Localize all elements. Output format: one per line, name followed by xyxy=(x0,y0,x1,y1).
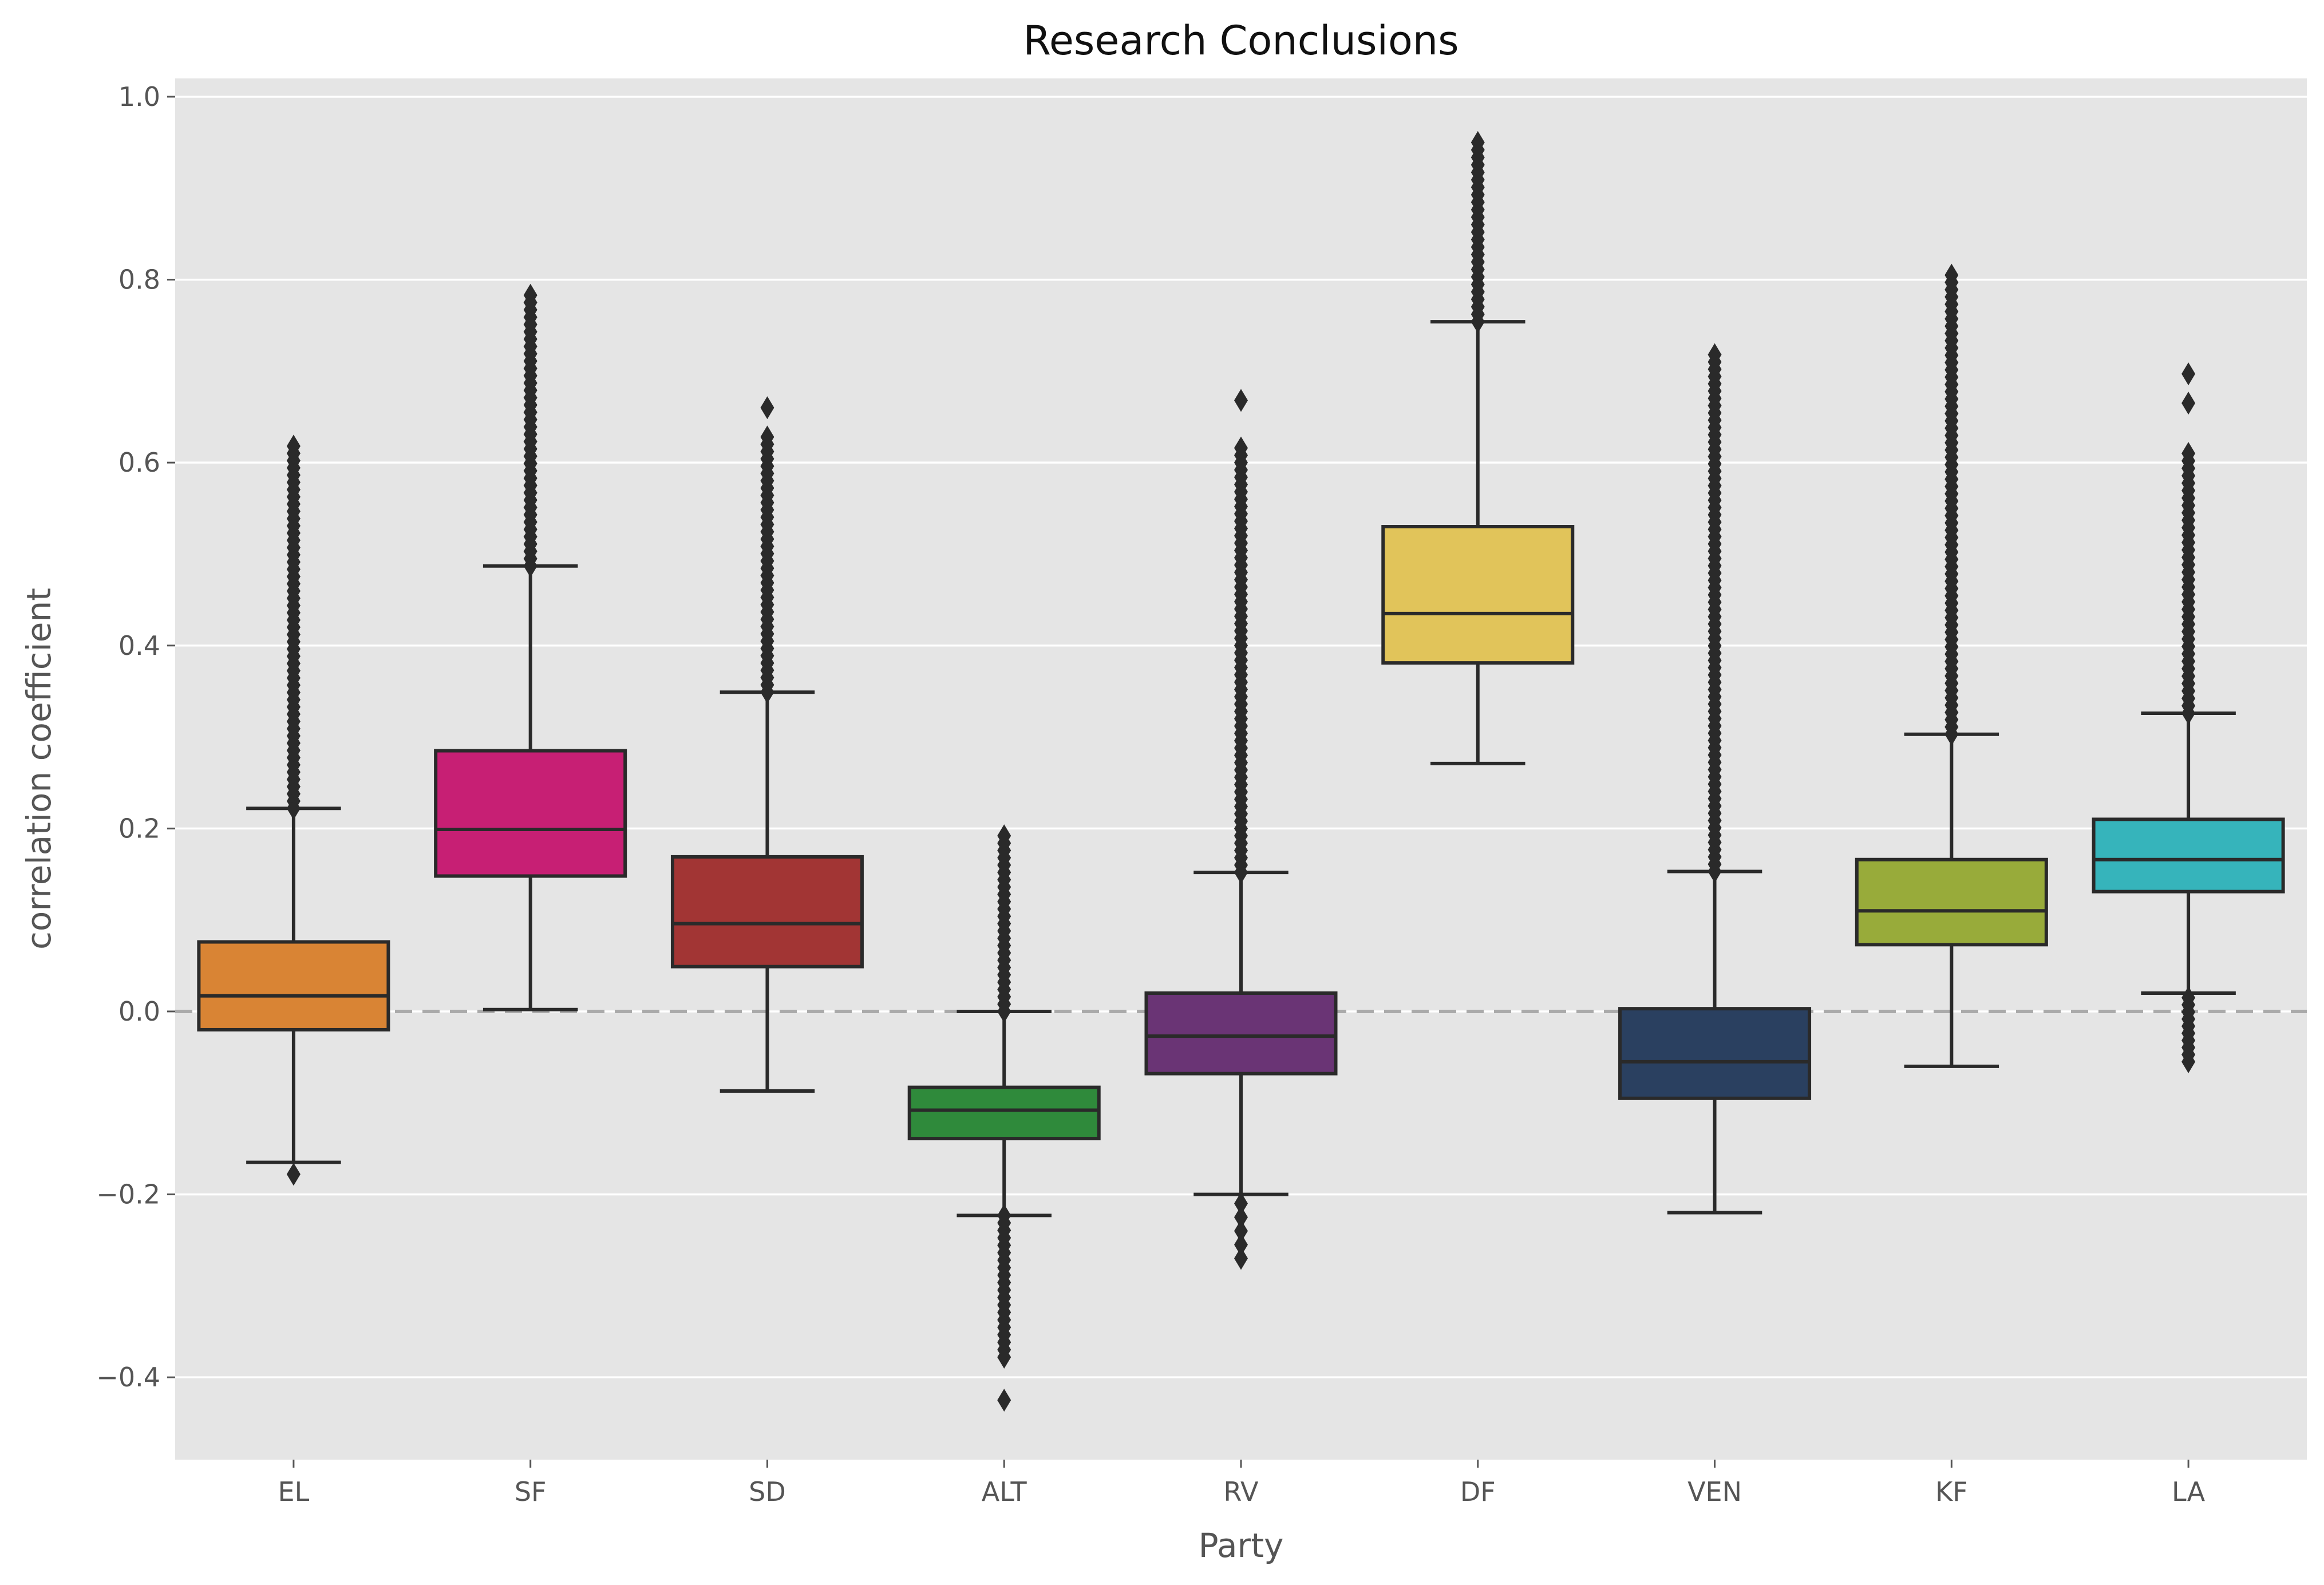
box-iqr xyxy=(1144,991,1338,1076)
outlier-point xyxy=(1234,389,1248,412)
box-alt xyxy=(907,824,1101,1412)
outlier-point xyxy=(1234,1192,1248,1215)
outlier-point xyxy=(1234,436,1248,460)
box-rv xyxy=(1144,389,1338,1270)
box-iqr xyxy=(434,749,627,878)
y-tick-label: −0.2 xyxy=(96,1179,160,1210)
tick-layer: −0.4 −0.2 0.0 0.2 0.4 0.6 0.8 1.0 EL SF SD ALT RV DF V… xyxy=(96,81,2205,1507)
outlier-point xyxy=(2181,392,2196,415)
box-ven xyxy=(1618,343,1812,1215)
x-tick-label: ALT xyxy=(982,1476,1027,1507)
x-axis-title: Party xyxy=(1199,1526,1284,1565)
outlier-point xyxy=(760,425,774,449)
y-tick-label: 0.4 xyxy=(118,630,160,661)
outlier-point xyxy=(1234,1247,1248,1270)
box-el xyxy=(197,434,390,1186)
chart-title: Research Conclusions xyxy=(1023,17,1459,64)
outlier-point xyxy=(1234,1233,1248,1256)
outlier-point xyxy=(760,396,774,420)
x-tick-label: DF xyxy=(1460,1476,1496,1507)
outlier-point xyxy=(1944,263,1959,287)
outlier-point xyxy=(523,283,537,307)
outlier-point xyxy=(997,824,1011,848)
y-tick-label: 0.8 xyxy=(118,264,160,295)
outlier-point xyxy=(2181,362,2196,386)
box-sd xyxy=(670,396,864,1093)
boxes-layer xyxy=(197,131,2285,1412)
outlier-point xyxy=(1708,343,1722,366)
outlier-point xyxy=(1471,131,1485,154)
y-tick-label: 0.2 xyxy=(118,813,160,844)
box-kf xyxy=(1855,263,2048,1068)
box-iqr xyxy=(2092,817,2285,894)
x-tick-label: RV xyxy=(1224,1476,1259,1507)
x-tick-label: EL xyxy=(278,1476,310,1507)
x-tick-label: SF xyxy=(515,1476,547,1507)
outlier-point xyxy=(2181,986,2196,1010)
box-iqr xyxy=(1381,525,1575,665)
outlier-point xyxy=(1234,1219,1248,1243)
y-tick-label: 0.0 xyxy=(118,996,160,1027)
outlier-point xyxy=(286,1163,301,1186)
box-iqr xyxy=(907,1085,1101,1141)
outlier-point xyxy=(286,434,301,458)
x-tick-label: KF xyxy=(1935,1476,1968,1507)
outlier-point xyxy=(997,1389,1011,1412)
box-sf xyxy=(434,283,627,1011)
box-iqr xyxy=(1618,1007,1812,1100)
y-tick-label: −0.4 xyxy=(96,1362,160,1393)
x-tick-label: SD xyxy=(749,1476,786,1507)
box-iqr xyxy=(670,855,864,969)
box-df xyxy=(1381,131,1575,765)
box-iqr xyxy=(197,940,390,1031)
x-tick-label: LA xyxy=(2172,1476,2206,1507)
outlier-point xyxy=(2181,442,2196,465)
y-tick-label: 1.0 xyxy=(118,81,160,112)
x-tick-label: VEN xyxy=(1687,1476,1742,1507)
outlier-point xyxy=(997,1204,1011,1227)
y-axis-title: correlation coefficient xyxy=(19,588,58,950)
outlier-point xyxy=(1234,1205,1248,1229)
box-la xyxy=(2092,362,2285,1073)
box-iqr xyxy=(1855,857,2048,947)
y-tick-label: 0.6 xyxy=(118,447,160,478)
